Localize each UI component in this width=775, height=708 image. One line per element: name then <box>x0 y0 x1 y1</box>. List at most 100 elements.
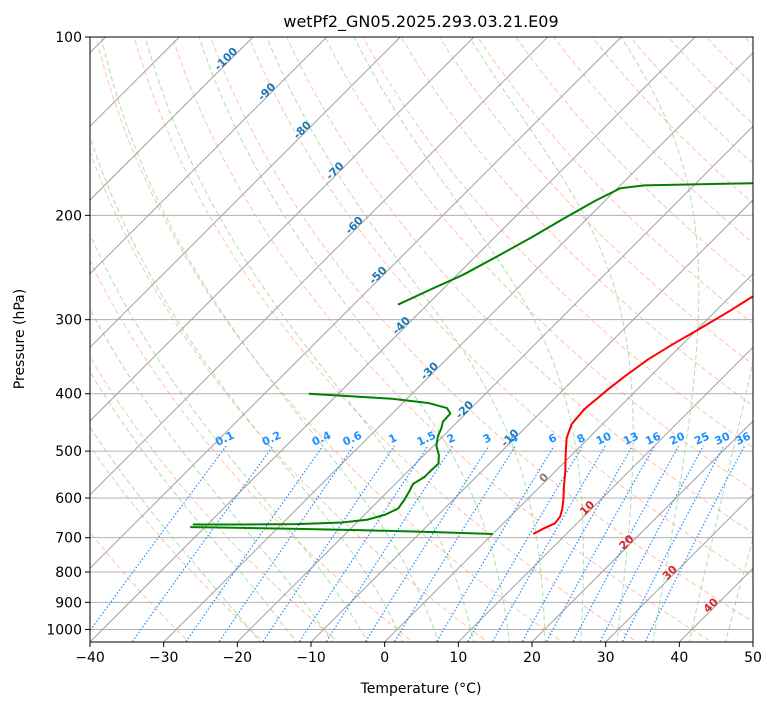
isotherm-label: -50 <box>366 264 389 287</box>
mixing-ratio-label: 0.4 <box>310 429 333 449</box>
y-axis-label: Pressure (hPa) <box>12 289 28 389</box>
mixing-ratio-lines <box>90 445 746 642</box>
y-axis: 1000 900 800 700 600 500 400 300 200 100 <box>46 30 90 638</box>
y-tick-label: 500 <box>55 444 82 460</box>
isotherm-label: 30 <box>660 563 680 583</box>
dry-adiabat <box>515 37 753 284</box>
dry-adiabat <box>553 37 753 244</box>
dewpoint-profile <box>397 182 753 306</box>
dry-adiabat <box>90 445 265 642</box>
x-tick-label: 20 <box>523 650 541 666</box>
isotherm <box>90 37 328 275</box>
isotherm-label: -100 <box>212 44 241 73</box>
isotherm <box>90 37 549 496</box>
mixing-ratio-label: 13 <box>621 430 640 448</box>
dry-adiabat <box>400 37 753 407</box>
mixing-ratio-line <box>131 445 274 642</box>
dry-adiabat <box>324 37 753 491</box>
mixing-ratio-line <box>644 445 746 642</box>
y-tick-label: 600 <box>55 491 82 507</box>
isotherm-label: -60 <box>343 214 366 237</box>
dewpoint-profile <box>192 392 452 526</box>
mixing-ratio-label: 25 <box>692 430 711 448</box>
isotherm-label: -90 <box>255 80 278 103</box>
mixing-ratio-label: 10 <box>594 429 614 447</box>
chart-title: wetPf2_GN05.2025.293.03.21.E09 <box>283 12 558 32</box>
dry-adiabat <box>90 259 414 642</box>
mixing-ratio-line <box>218 445 355 642</box>
moist-adiabat <box>469 37 634 642</box>
x-tick-label: 10 <box>449 650 467 666</box>
moist-adiabat <box>144 37 475 642</box>
isotherm <box>163 51 753 642</box>
isotherm-label: -80 <box>291 118 314 141</box>
isotherm-label: 40 <box>701 595 721 615</box>
moist-adiabat <box>90 370 297 642</box>
dry-adiabat <box>90 150 489 642</box>
mixing-ratio-line <box>521 445 634 642</box>
dewpoint-profile <box>190 526 493 535</box>
isotherm <box>90 37 622 570</box>
isotherm <box>90 37 401 349</box>
moist-adiabats <box>90 37 753 642</box>
mixing-ratio-label: 0.2 <box>260 429 283 449</box>
isotherm <box>90 37 254 201</box>
profiles <box>190 182 753 535</box>
y-tick-label: 300 <box>55 313 82 329</box>
dry-adiabats <box>90 24 775 645</box>
moist-adiabat <box>266 37 546 642</box>
plot-frame <box>89 36 754 643</box>
moist-adiabat <box>90 308 333 642</box>
x-axis-label: Temperature (°C) <box>360 681 482 697</box>
mixing-ratio-label: 20 <box>668 429 688 447</box>
mixing-ratio-line <box>572 445 680 642</box>
dry-adiabat <box>286 37 753 534</box>
moist-adiabat <box>620 37 700 642</box>
isotherm <box>90 37 696 642</box>
x-tick-label: −30 <box>149 650 179 666</box>
x-tick-label: 30 <box>597 650 615 666</box>
mixing-ratio-line <box>325 445 454 642</box>
dry-adiabat <box>744 37 753 47</box>
x-tick-label: 50 <box>744 650 762 666</box>
y-tick-label: 200 <box>55 208 82 224</box>
mixing-ratio-line <box>545 445 656 642</box>
mixing-ratio-line <box>621 445 725 642</box>
dry-adiabat <box>90 356 339 642</box>
mixing-ratio-label: 8 <box>575 431 587 446</box>
mixing-ratio-line <box>185 445 324 642</box>
isotherm <box>531 420 753 642</box>
plot-area: -100-90-80-70-60-50-40-30-20-10010203040… <box>90 24 775 645</box>
isotherm <box>457 346 753 642</box>
isotherm-label: 20 <box>617 532 637 552</box>
moist-adiabat <box>90 135 404 642</box>
mixing-ratio-label: 36 <box>733 429 753 447</box>
temperature-profile <box>532 295 753 535</box>
moist-adiabat <box>90 233 369 642</box>
mixing-ratio-label: 6 <box>546 431 559 446</box>
isotherm-label: -40 <box>390 314 413 337</box>
mixing-ratio-label: 30 <box>713 429 733 447</box>
mixing-ratio-line <box>262 445 395 642</box>
dry-adiabat <box>95 37 564 642</box>
mixing-ratio-label: 16 <box>643 429 663 447</box>
dry-adiabat <box>591 37 753 204</box>
dry-adiabat <box>667 37 753 125</box>
isotherm-label: -20 <box>453 398 476 421</box>
moist-adiabat <box>688 358 753 642</box>
pressure-gridlines <box>90 37 753 630</box>
isotherm <box>752 641 753 642</box>
y-tick-label: 100 <box>55 30 82 46</box>
dry-adiabat <box>705 37 753 86</box>
isotherm <box>90 37 475 422</box>
mixing-ratio-line <box>599 445 704 642</box>
x-axis: −40 −30 −20 −10 0 10 20 30 40 50 <box>75 642 762 666</box>
isotherm-label: 10 <box>577 498 597 518</box>
dry-adiabat <box>770 24 775 645</box>
mixing-ratio-line <box>393 445 516 642</box>
moist-adiabat <box>198 37 510 642</box>
mixing-ratio-line <box>491 445 606 642</box>
mixing-ratio-line <box>90 445 227 632</box>
dry-adiabat <box>90 531 190 642</box>
